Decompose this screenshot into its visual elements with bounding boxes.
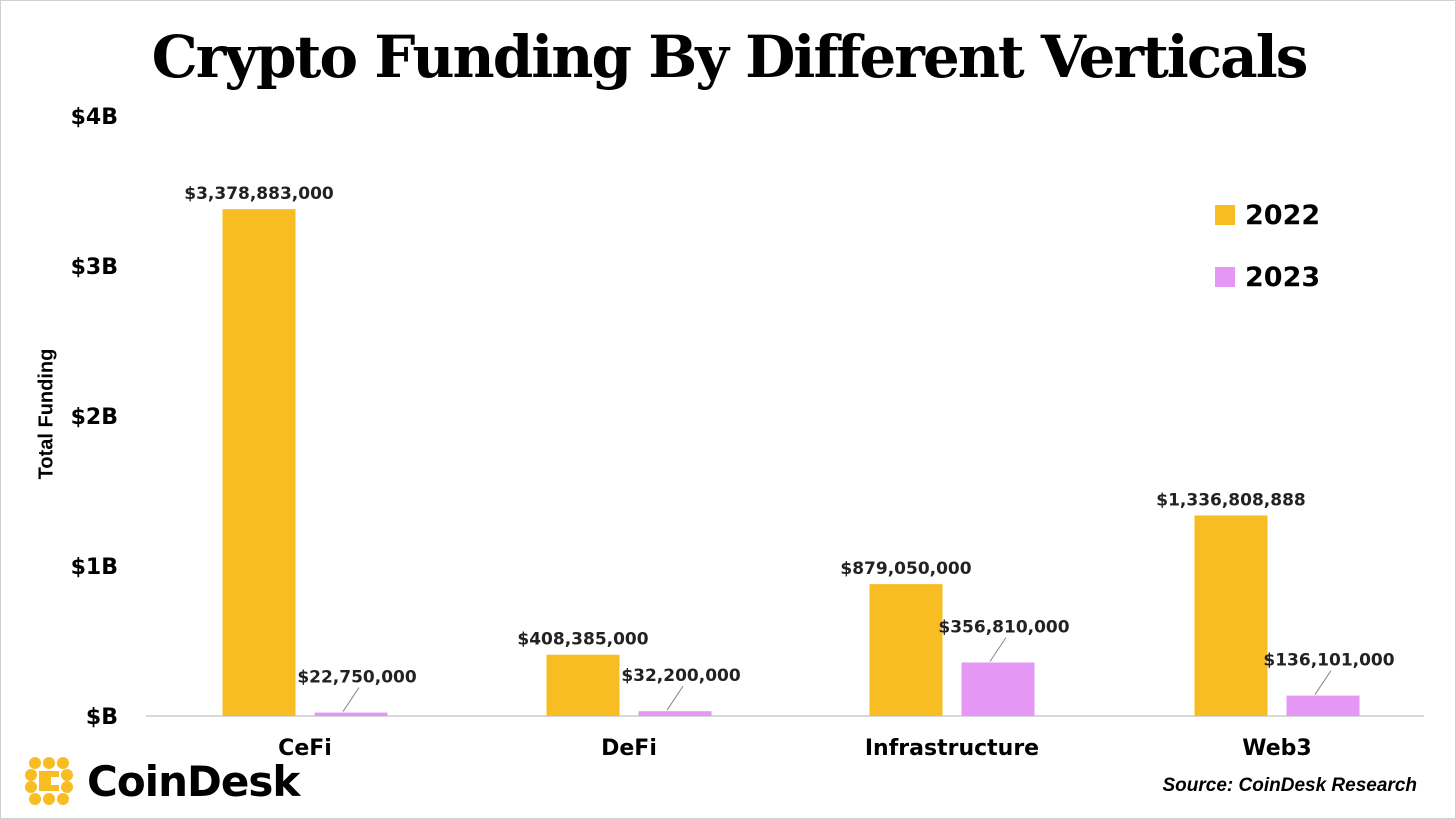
- legend-label-2022: 2022: [1245, 199, 1321, 231]
- x-tick-label: Web3: [1242, 736, 1311, 761]
- data-label: $879,050,000: [840, 559, 971, 579]
- y-tick-label: $3B: [71, 255, 118, 280]
- leader-line: [666, 685, 684, 711]
- data-label: $22,750,000: [297, 668, 417, 688]
- coindesk-logo: CoinDesk: [21, 753, 300, 809]
- data-label: $3,378,883,000: [184, 184, 334, 204]
- y-tick-label: $1B: [71, 555, 118, 580]
- x-tick-label: DeFi: [601, 736, 657, 761]
- data-label: $32,200,000: [621, 666, 741, 686]
- logo-text: CoinDesk: [87, 756, 300, 806]
- legend-item-2023: 2023: [1215, 259, 1320, 295]
- legend: 2022 2023: [1215, 197, 1320, 321]
- chart-title: Crypto Funding By Different Verticals: [151, 23, 1309, 91]
- coindesk-logo-icon: [25, 757, 73, 805]
- bar-2022: [1194, 515, 1268, 716]
- legend-item-2022: 2022: [1215, 197, 1320, 233]
- y-tick-label: $B: [86, 705, 118, 730]
- bar-2023: [314, 712, 388, 716]
- leader-line: [989, 637, 1007, 662]
- y-tick-label: $2B: [71, 405, 118, 430]
- y-axis-label: Total Funding: [35, 348, 58, 480]
- x-tick-label: CeFi: [278, 736, 332, 761]
- bar-2023: [961, 662, 1035, 716]
- data-label: $136,101,000: [1263, 651, 1394, 671]
- legend-swatch-2022: [1215, 205, 1235, 225]
- bar-2022: [546, 654, 620, 716]
- bar-2022: [222, 209, 296, 717]
- source-note: Source: CoinDesk Research: [1162, 775, 1418, 796]
- legend-label-2023: 2023: [1245, 261, 1321, 293]
- y-tick-label: $4B: [71, 105, 118, 130]
- bar-2023: [1286, 695, 1360, 716]
- legend-swatch-2023: [1215, 267, 1235, 287]
- bar-2023: [638, 711, 712, 716]
- leader-line: [1314, 670, 1332, 695]
- data-label: $1,336,808,888: [1156, 490, 1306, 510]
- data-label: $356,810,000: [938, 617, 1069, 637]
- x-tick-label: Infrastructure: [865, 736, 1039, 761]
- leader-line: [342, 687, 360, 712]
- bar-2022: [869, 584, 943, 716]
- data-label: $408,385,000: [517, 630, 648, 650]
